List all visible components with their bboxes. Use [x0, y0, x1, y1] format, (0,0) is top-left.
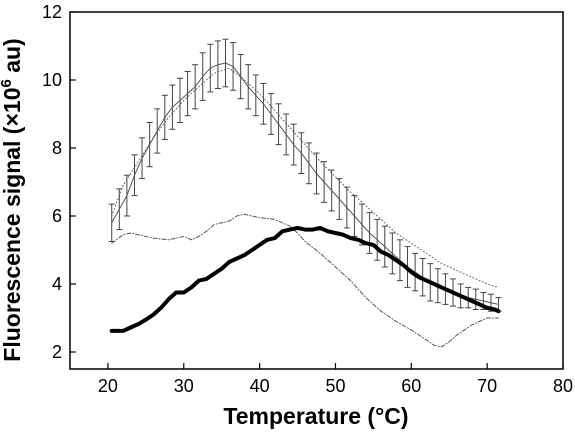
y-axis: 2 4 6 8 10 12 [42, 2, 76, 362]
plot-frame [69, 11, 564, 370]
series-dotted-upper-line [111, 67, 499, 288]
x-axis-title: Temperature (°C) [223, 403, 408, 429]
x-tick-label: 30 [174, 376, 194, 396]
y-axis-title-end: au) [0, 38, 25, 79]
y-axis-title: Fluorescence signal (×106 au) [0, 38, 25, 361]
y-tick-label: 6 [52, 206, 62, 226]
y-axis-title-sup: 6 [0, 79, 15, 87]
x-tick-label: 20 [98, 376, 118, 396]
x-axis: 20 30 40 50 60 70 80 [98, 363, 573, 396]
series-mean-line [111, 62, 499, 305]
series-layer [108, 38, 502, 348]
y-tick-label: 2 [52, 342, 62, 362]
y-tick-label: 4 [52, 274, 62, 294]
x-tick-label: 70 [477, 376, 497, 396]
y-tick-label: 10 [42, 70, 62, 90]
y-tick-label: 8 [52, 138, 62, 158]
y-axis-title-main: Fluorescence signal (×10 [0, 88, 25, 362]
x-tick-label: 50 [325, 376, 345, 396]
series-dash-dot-lower-line [111, 213, 499, 348]
series-thick-line [109, 225, 501, 333]
y-tick-label: 12 [42, 2, 62, 22]
x-tick-label: 60 [401, 376, 421, 396]
x-tick-label: 40 [250, 376, 270, 396]
x-tick-label: 80 [553, 376, 573, 396]
